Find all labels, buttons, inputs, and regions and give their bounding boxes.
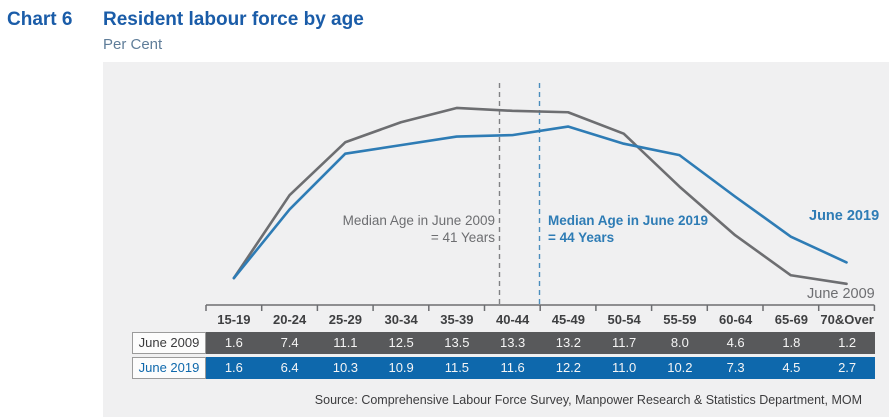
table-cell: 13.2 xyxy=(555,335,582,350)
annotation-line1: Median Age in June 2009 xyxy=(342,213,495,228)
table-cell: 10.9 xyxy=(388,360,414,375)
table-cell: 11.1 xyxy=(333,335,358,350)
annotation-median-june-2009: Median Age in June 2009 = 41 Years xyxy=(343,212,495,246)
source-text: Source: Comprehensive Labour Force Surve… xyxy=(314,393,862,407)
x-axis-labels: 15-19 20-24 25-29 30-34 35-39 40-44 45-49 50-54… xyxy=(206,312,875,330)
series-line-june-2019 xyxy=(232,125,848,280)
table-cell: 4.5 xyxy=(782,360,801,375)
table-cell: 6.4 xyxy=(280,360,299,375)
table-cell: 10.2 xyxy=(667,360,693,375)
x-axis-label: 45-49 xyxy=(551,312,585,327)
table-cell: 7.4 xyxy=(280,335,299,350)
chart-title: Resident labour force by age xyxy=(103,9,364,30)
table-cell: 11.6 xyxy=(500,360,525,375)
table-cell: 11.5 xyxy=(444,360,470,375)
x-axis-label: 25-29 xyxy=(328,312,362,327)
table-cell: 1.2 xyxy=(838,335,857,350)
x-axis-label: 40-44 xyxy=(496,312,530,327)
table-cell: 10.3 xyxy=(332,360,359,375)
table-cell: 8.0 xyxy=(670,335,689,350)
row-values-june-2019: 1.6 6.4 10.3 10.9 11.5 11.6 12.2 11.0 10.2 7.3 4.5… xyxy=(206,357,875,379)
annotation-median-june-2019: Median Age in June 2019 = 44 Years xyxy=(548,212,708,246)
x-axis-label: 15-19 xyxy=(217,312,251,327)
table-row-june-2019: June 2019 1.6 6.4 10.3 10.9 11.5 11.6 12.2 11.0… xyxy=(103,357,889,379)
annotation-line2: = 44 Years xyxy=(548,230,615,245)
chart-subtitle: Per Cent xyxy=(103,36,163,53)
table-cell: 4.6 xyxy=(726,335,745,350)
table-cell: 2.7 xyxy=(838,360,857,375)
table-cell: 1.6 xyxy=(224,360,243,375)
row-label-june-2019: June 2019 xyxy=(132,357,206,379)
table-cell: 1.8 xyxy=(782,335,801,350)
table-cell: 12.2 xyxy=(555,360,582,375)
x-axis-label: 60-64 xyxy=(719,312,753,327)
series-label-june-2019: June 2019 xyxy=(809,208,880,224)
table-cell: 13.5 xyxy=(444,335,470,350)
line-chart-svg xyxy=(205,83,876,311)
table-cell: 11.7 xyxy=(611,335,637,350)
x-axis-label: 65-69 xyxy=(774,312,808,327)
series-line-june-2009 xyxy=(232,106,848,286)
x-axis-label: 55-59 xyxy=(663,312,697,327)
table-cell: 7.3 xyxy=(726,360,745,375)
row-values-june-2009: 1.6 7.4 11.1 12.5 13.5 13.3 13.2 11.7 8.0 4.6 1.8 1… xyxy=(206,332,875,354)
series-label-june-2009: June 2009 xyxy=(807,286,875,302)
x-axis-label: 70&Over xyxy=(820,312,874,327)
x-axis-label: 20-24 xyxy=(273,312,307,327)
chart-panel: Median Age in June 2009 = 41 Years Media… xyxy=(103,62,889,417)
table-cell: 11.0 xyxy=(611,360,637,375)
chart-number-label: Chart 6 xyxy=(7,9,73,30)
x-axis-label: 35-39 xyxy=(440,312,474,327)
table-row-june-2009: June 2009 1.6 7.4 11.1 12.5 13.5 13.3 13.2 11.7… xyxy=(103,332,889,354)
annotation-line2: = 41 Years xyxy=(430,230,495,245)
x-axis-label: 30-34 xyxy=(384,312,418,327)
table-cell: 1.6 xyxy=(224,335,243,350)
x-axis-label: 50-54 xyxy=(607,312,641,327)
annotation-line1: Median Age in June 2019 xyxy=(548,213,709,228)
table-cell: 12.5 xyxy=(388,335,414,350)
row-label-june-2009: June 2009 xyxy=(132,332,206,354)
table-cell: 13.3 xyxy=(499,335,526,350)
